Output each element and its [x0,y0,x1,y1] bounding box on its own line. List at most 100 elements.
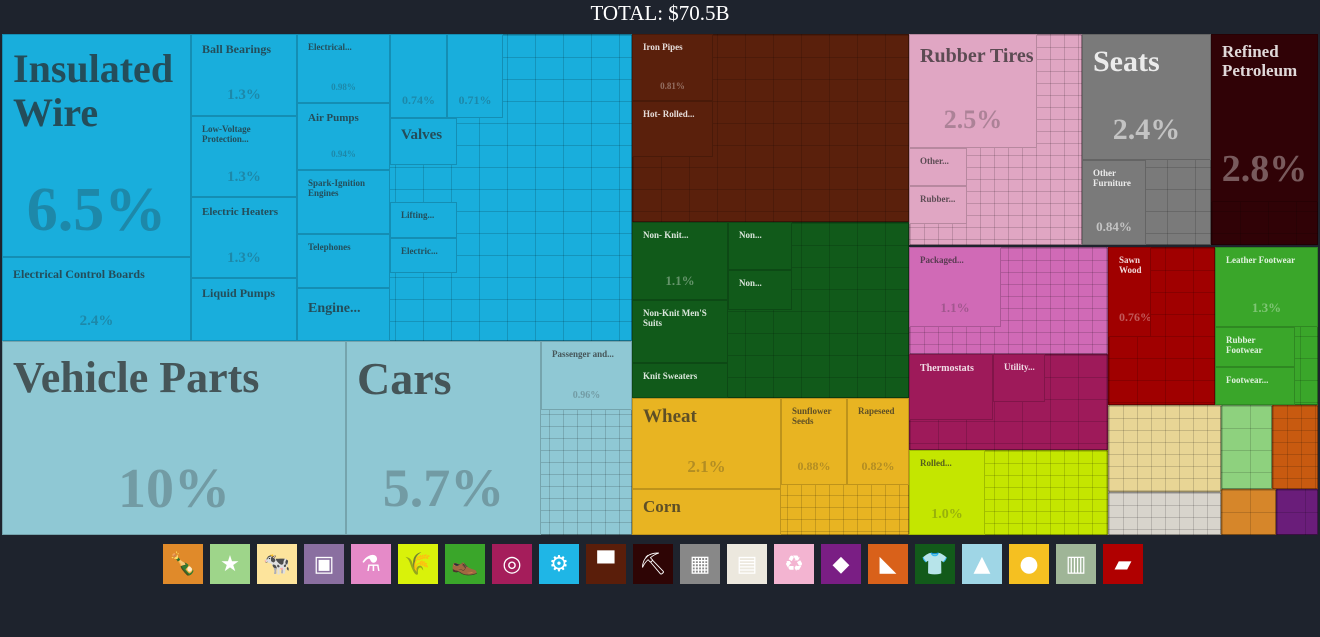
recycle-icon[interactable]: ♻ [774,544,814,584]
tile-electric-heaters[interactable]: Electric Heaters 1.3% [191,197,297,278]
tile-non-2[interactable]: Non... [728,270,792,310]
tile-low-voltage-protection[interactable]: Low-Voltage Protection... 1.3% [191,116,297,197]
anvil-icon[interactable]: ▀ [586,544,626,584]
paper-icon[interactable]: ▤ [727,544,767,584]
cow-icon[interactable]: 🐄 [257,544,297,584]
group-stone-glass[interactable] [1272,405,1318,489]
diamond-icon[interactable]: ◆ [821,544,861,584]
tile-hot-rolled[interactable]: Hot- Rolled... [632,101,713,157]
wood-plank-icon[interactable]: ▰ [1103,544,1143,584]
tile-seats[interactable]: Seats 2.4% [1082,34,1211,160]
pickaxe-icon[interactable]: ⛏ [633,544,673,584]
flask-icon[interactable]: ⚗ [351,544,391,584]
group-animal-products[interactable] [1108,405,1221,492]
tile-pct: 0.96% [572,390,601,401]
tile-electrical[interactable]: Electrical... 0.98% [297,34,390,103]
tile-ball-bearings[interactable]: Ball Bearings 1.3% [191,34,297,116]
tile-packaged[interactable]: Packaged... 1.1% [909,247,1001,327]
tile-electrical-control-boards[interactable]: Electrical Control Boards 2.4% [2,257,191,341]
tile-electric[interactable]: Electric... [390,238,457,273]
gauge-icon[interactable]: ◎ [492,544,532,584]
tile-sunflower-seeds[interactable]: Sunflower Seeds 0.88% [781,398,847,485]
tile-label: Liquid Pumps [202,286,276,300]
tile-label: Wheat [643,406,697,427]
shirt-icon[interactable]: 👕 [915,544,955,584]
tile-pct: 0.98% [331,82,356,92]
tile-passenger[interactable]: Passenger and... 0.96% [541,341,632,410]
tile-non-knit-mens-suits[interactable]: Non-Knit Men'S Suits [632,300,728,363]
tile-pct: 0.84% [1096,219,1132,234]
tile-0-71[interactable]: 0.71% [447,34,503,118]
tile-pct: 10% [118,458,230,520]
tile-pct: 2.1% [687,457,726,476]
box-icon[interactable]: ▦ [680,544,720,584]
tile-label: Iron Pipes [643,42,683,52]
tile-label: Rolled... [920,458,952,468]
group-precious-metals[interactable] [1276,489,1318,535]
tile-rubber[interactable]: Rubber... [909,186,967,224]
tile-telephones[interactable]: Telephones [297,234,390,288]
road-icon[interactable]: ▲ [962,544,1002,584]
tile-label: Ball Bearings [202,42,272,56]
tile-other-furniture[interactable]: Other Furniture 0.84% [1082,160,1146,245]
tile-0-74[interactable]: 0.74% [390,34,447,118]
tile-pct: 0.81% [660,81,685,91]
wheat-icon[interactable]: 🌾 [398,544,438,584]
tile-thermostats[interactable]: Thermostats [909,354,993,420]
tile-rubber-footwear[interactable]: Rubber Footwear [1215,327,1295,367]
treemap: Insulated Wire 6.5% Electrical Control B… [2,34,1318,535]
tile-insulated-wire[interactable]: Insulated Wire 6.5% [2,34,191,257]
tile-other-rubber[interactable]: Other... [909,148,967,186]
tile-pct: 2.4% [79,313,114,329]
tile-label: Non-Knit Men'S Suits [643,308,707,328]
tile-wheat[interactable]: Wheat 2.1% [632,398,781,489]
tile-engine[interactable]: Engine... [297,288,390,341]
tile-lifting[interactable]: Lifting... [390,202,457,238]
tile-pct: 1.3% [227,169,261,185]
tile-rolled[interactable]: Rolled... 1.0% [909,450,985,535]
tile-footwear[interactable]: Footwear... [1215,367,1295,405]
stone-icon[interactable]: ◣ [868,544,908,584]
tile-pct: 0.74% [402,93,435,107]
group-foodstuffs[interactable] [1221,489,1276,535]
tile-label: Engine... [308,301,361,316]
tile-vehicle-parts[interactable]: Vehicle Parts 10% [2,341,346,535]
tile-rubber-tires[interactable]: Rubber Tires 2.5% [909,34,1037,148]
tile-label: Lifting... [401,210,435,220]
bottle-icon[interactable]: 🍾 [163,544,203,584]
tile-label: Hot- Rolled... [643,109,695,119]
group-paper-goods[interactable] [1108,492,1221,535]
tile-sawn-wood[interactable]: Sawn Wood 0.76% [1108,247,1151,337]
tile-non-1[interactable]: Non... [728,222,792,270]
tile-iron-pipes[interactable]: Iron Pipes 0.81% [632,34,713,101]
tile-valves[interactable]: Valves [390,118,457,165]
tile-pct: 2.4% [1112,113,1181,146]
tile-air-pumps[interactable]: Air Pumps 0.94% [297,103,390,170]
gears-icon[interactable]: ⚙ [539,544,579,584]
shoe-icon[interactable]: 👞 [445,544,485,584]
tomato-icon[interactable]: ● [1009,544,1049,584]
tile-label: Other Furniture [1093,168,1131,188]
tile-rapeseed[interactable]: Rapeseed 0.82% [847,398,909,485]
tile-pct: 0.76% [1119,310,1151,324]
picture-frame-icon[interactable]: ▣ [304,544,344,584]
tile-label: Electrical Control Boards [13,267,145,281]
tile-label: Utility... [1004,362,1035,372]
tile-corn[interactable]: Corn [632,489,781,535]
tile-knit-sweaters[interactable]: Knit Sweaters [632,363,728,398]
tile-liquid-pumps[interactable]: Liquid Pumps [191,278,297,341]
tile-label: Leather Footwear [1226,255,1296,265]
hide-icon[interactable]: ★ [210,544,250,584]
tile-label: Non... [739,278,762,288]
tile-leather-footwear[interactable]: Leather Footwear 1.3% [1215,247,1318,327]
tile-pct: 1.3% [227,87,261,103]
tile-refined-petroleum[interactable]: Refined Petroleum 2.8% [1211,34,1318,202]
tile-spark-ignition-engines[interactable]: Spark-Ignition Engines [297,170,390,234]
tile-utility[interactable]: Utility... [993,354,1045,402]
tile-cars[interactable]: Cars 5.7% [346,341,541,535]
crate-icon[interactable]: ▥ [1056,544,1096,584]
group-animal-hides[interactable] [1221,405,1272,489]
tile-non-knit[interactable]: Non- Knit... 1.1% [632,222,728,300]
tile-pct: 1.3% [1251,300,1282,315]
tile-pct: 0.82% [861,459,895,473]
